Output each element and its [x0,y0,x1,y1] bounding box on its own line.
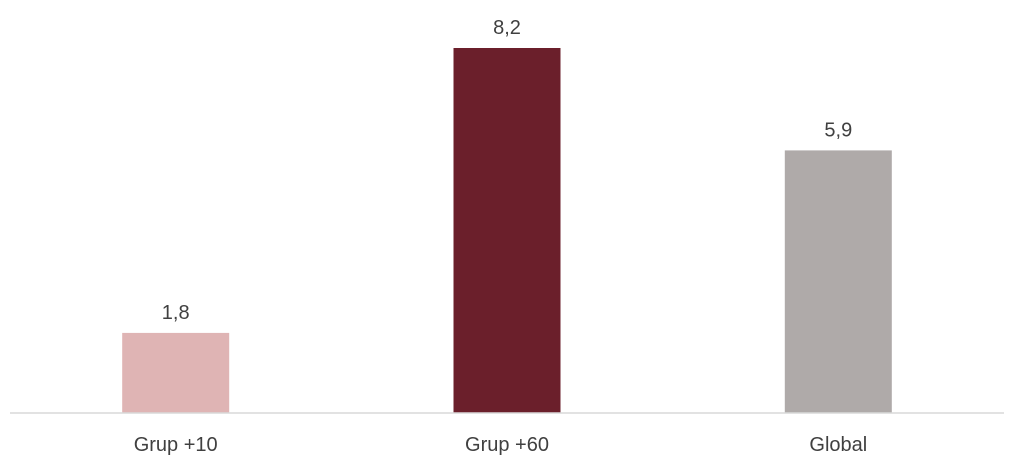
bars-layer [122,48,892,413]
bar-2 [453,48,561,413]
data-label-2: 8,2 [493,17,521,39]
x-tick-label-1: Grup +10 [134,434,218,456]
data-label-3: 5,9 [824,119,852,141]
bar-1 [122,332,230,413]
x-tick-labels-layer: Grup +10 Grup +60 Global [134,434,867,456]
data-labels-layer: 1,8 8,2 5,9 [162,17,852,324]
data-label-1: 1,8 [162,302,190,324]
bar-3 [784,150,892,413]
x-tick-label-3: Global [809,434,867,456]
x-tick-label-2: Grup +60 [465,434,549,456]
